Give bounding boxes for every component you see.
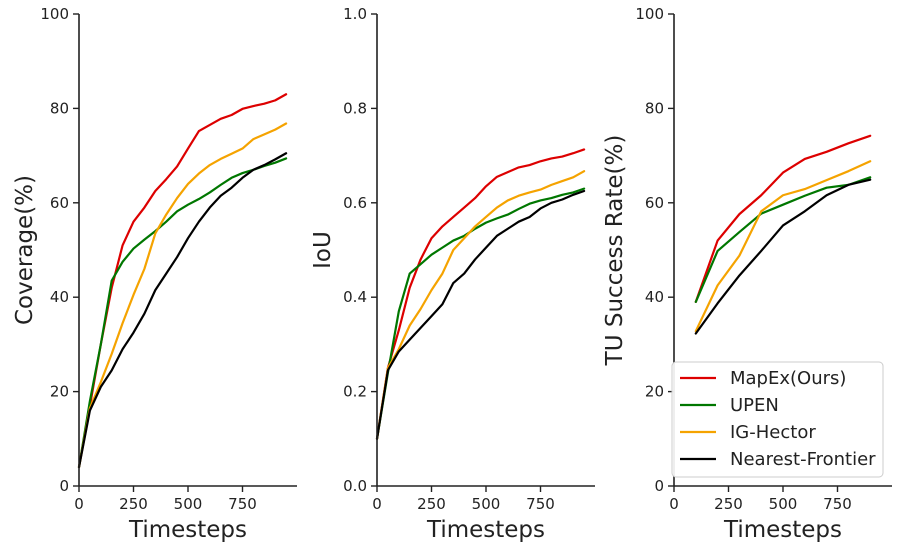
chart-panel-1: 0 20 40 60 80 100 0 250 500 750 Timesteps Coverage(… — [12, 5, 297, 543]
x-tick-label: 500 — [174, 495, 203, 513]
y-tick-label: 100 — [635, 5, 664, 23]
y-tick-label: 20 — [645, 383, 664, 401]
legend-label: Nearest-Frontier — [730, 449, 876, 470]
chart-panel-3: 0 20 40 60 80 100 0 250 500 750 Timesteps TU Succes… — [602, 5, 892, 543]
y-axis-title: TU Success Rate(%) — [602, 135, 628, 367]
x-axis-title: Timesteps — [426, 517, 545, 543]
series-line-mapex-ours — [694, 134, 872, 304]
x-tick-label: 250 — [417, 495, 446, 513]
y-tick-label: 1.0 — [343, 5, 367, 23]
legend-label: IG-Hector — [730, 422, 816, 443]
series-line-upen — [375, 187, 586, 440]
series-line-upen — [77, 157, 288, 469]
y-tick-label: 40 — [50, 288, 69, 306]
series-line-ig-hector — [375, 170, 586, 440]
y-tick-label: 0.6 — [343, 194, 367, 212]
legend: MapEx(Ours) UPEN IG-Hector Nearest-Frontier — [671, 361, 884, 478]
legend-box — [671, 361, 884, 478]
legend-label: UPEN — [730, 395, 779, 416]
x-axis-title: Timesteps — [128, 517, 247, 543]
x-axis-title: Timesteps — [723, 517, 842, 543]
series-line-mapex-ours — [375, 148, 586, 440]
x-tick-label: 250 — [714, 495, 743, 513]
x-tick-label: 750 — [823, 495, 852, 513]
y-tick-label: 0.8 — [343, 99, 367, 117]
y-tick-label: 0.4 — [343, 288, 367, 306]
y-tick-label: 0.2 — [343, 383, 367, 401]
x-tick-label: 500 — [769, 495, 798, 513]
y-tick-label: 0.0 — [343, 477, 367, 495]
legend-label: MapEx(Ours) — [730, 368, 846, 389]
y-tick-label: 60 — [50, 194, 69, 212]
series-line-nearest-frontier — [375, 189, 586, 440]
y-tick-label: 100 — [40, 5, 69, 23]
series-line-nearest-frontier — [77, 152, 288, 469]
x-tick-label: 500 — [472, 495, 501, 513]
x-tick-label: 0 — [669, 495, 679, 513]
y-tick-label: 0 — [59, 477, 69, 495]
y-tick-label: 60 — [645, 194, 664, 212]
x-tick-label: 0 — [372, 495, 382, 513]
series-line-ig-hector — [694, 160, 872, 333]
y-axis-title: Coverage(%) — [12, 175, 38, 325]
y-tick-label: 0 — [654, 477, 664, 495]
series-line-upen — [694, 176, 872, 304]
series-line-nearest-frontier — [694, 178, 872, 335]
x-tick-label: 750 — [526, 495, 555, 513]
y-tick-label: 40 — [645, 288, 664, 306]
y-tick-label: 20 — [50, 383, 69, 401]
x-tick-label: 750 — [228, 495, 257, 513]
series-line-mapex-ours — [77, 93, 288, 469]
y-tick-label: 80 — [50, 99, 69, 117]
series-line-ig-hector — [77, 122, 288, 469]
y-axis-title: IoU — [310, 231, 336, 269]
x-tick-label: 250 — [119, 495, 148, 513]
chart-panel-2: 0.0 0.2 0.4 0.6 0.8 1.0 0 250 500 750 Timesteps IoU — [310, 5, 595, 543]
y-tick-label: 80 — [645, 99, 664, 117]
x-tick-label: 0 — [74, 495, 84, 513]
